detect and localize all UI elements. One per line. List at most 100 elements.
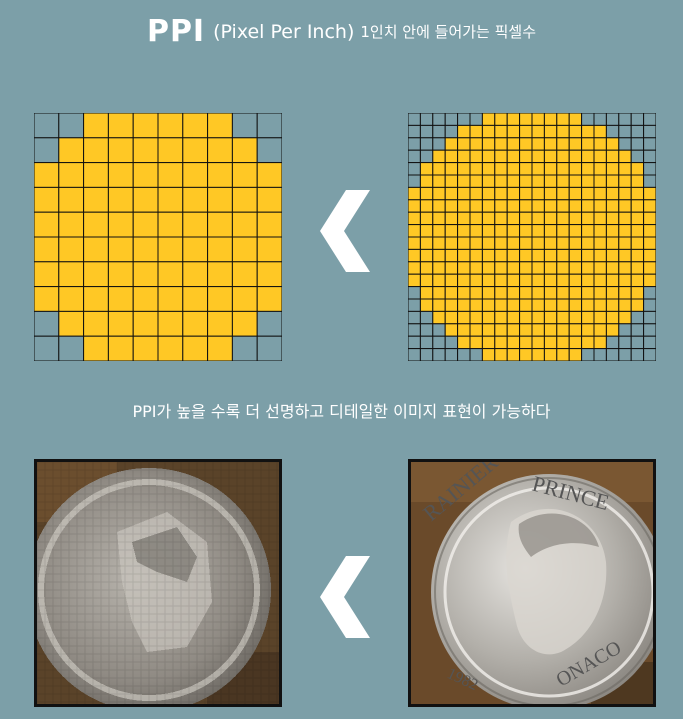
filled-pixel (231, 186, 258, 213)
filled-pixel (457, 174, 471, 188)
empty-pixel (256, 310, 282, 337)
filled-pixel (605, 298, 620, 312)
filled-pixel (543, 248, 558, 263)
filled-pixel (132, 310, 159, 337)
filled-pixel (618, 273, 632, 288)
filled-pixel (605, 323, 620, 337)
filled-pixel (568, 323, 583, 337)
empty-pixel (432, 124, 446, 139)
empty-pixel (643, 286, 656, 300)
filled-pixel (494, 286, 508, 300)
filled-pixel (543, 310, 558, 325)
filled-pixel (107, 186, 134, 213)
filled-pixel (531, 310, 545, 325)
filled-pixel (444, 298, 459, 312)
filled-pixel (519, 174, 533, 188)
empty-pixel (34, 335, 60, 361)
filled-pixel (444, 162, 459, 176)
filled-pixel (630, 298, 645, 312)
filled-pixel (132, 113, 159, 139)
filled-pixel (469, 224, 483, 238)
filled-pixel (593, 261, 607, 275)
filled-pixel (83, 236, 109, 263)
filled-pixel (132, 186, 159, 213)
filled-pixel (207, 310, 233, 337)
filled-pixel (543, 286, 558, 300)
filled-pixel (593, 335, 607, 350)
empty-pixel (419, 323, 434, 337)
filled-pixel (531, 174, 545, 188)
low-ppi-coin-photo (34, 459, 282, 707)
filled-pixel (107, 137, 134, 164)
filled-pixel (581, 211, 595, 226)
filled-pixel (568, 124, 583, 139)
empty-pixel (408, 298, 421, 312)
empty-pixel (643, 137, 656, 151)
empty-pixel (630, 310, 645, 325)
filled-pixel (531, 335, 545, 350)
filled-pixel (531, 261, 545, 275)
filled-pixel (494, 137, 508, 151)
filled-pixel (643, 236, 656, 250)
filled-pixel (531, 348, 545, 361)
filled-pixel (556, 124, 570, 139)
filled-pixel (593, 224, 607, 238)
filled-pixel (494, 113, 508, 126)
filled-pixel (543, 335, 558, 350)
filled-pixel (605, 286, 620, 300)
filled-pixel (419, 236, 434, 250)
filled-pixel (157, 236, 184, 263)
filled-pixel (506, 335, 521, 350)
filled-pixel (630, 224, 645, 238)
filled-pixel (519, 248, 533, 263)
filled-pixel (605, 224, 620, 238)
filled-pixel (643, 186, 656, 201)
filled-pixel (481, 298, 496, 312)
filled-pixel (157, 211, 184, 238)
filled-pixel (494, 348, 508, 361)
filled-pixel (157, 113, 184, 139)
filled-pixel (457, 273, 471, 288)
filled-pixel (444, 186, 459, 201)
filled-pixel (506, 273, 521, 288)
filled-pixel (469, 149, 483, 164)
filled-pixel (568, 298, 583, 312)
filled-pixel (531, 199, 545, 213)
filled-pixel (605, 310, 620, 325)
filled-pixel (556, 298, 570, 312)
filled-pixel (506, 298, 521, 312)
filled-pixel (231, 137, 258, 164)
high-ppi-coin-photo: RAINIER PRINCE 1982 ONACO (408, 459, 656, 707)
chevron-left-icon (320, 190, 370, 272)
filled-pixel (481, 335, 496, 350)
filled-pixel (231, 310, 258, 337)
filled-pixel (481, 211, 496, 226)
filled-pixel (519, 199, 533, 213)
filled-pixel (107, 113, 134, 139)
filled-pixel (469, 261, 483, 275)
filled-pixel (506, 224, 521, 238)
filled-pixel (457, 137, 471, 151)
filled-pixel (58, 261, 85, 288)
filled-pixel (494, 224, 508, 238)
filled-pixel (506, 174, 521, 188)
filled-pixel (618, 310, 632, 325)
filled-pixel (469, 323, 483, 337)
filled-pixel (444, 286, 459, 300)
empty-pixel (408, 323, 421, 337)
filled-pixel (581, 137, 595, 151)
filled-pixel (207, 186, 233, 213)
filled-pixel (531, 224, 545, 238)
empty-pixel (618, 348, 632, 361)
filled-pixel (408, 199, 421, 213)
empty-pixel (643, 162, 656, 176)
filled-pixel (630, 162, 645, 176)
filled-pixel (432, 273, 446, 288)
empty-pixel (432, 323, 446, 337)
filled-pixel (605, 186, 620, 201)
filled-pixel (568, 273, 583, 288)
filled-pixel (457, 286, 471, 300)
filled-pixel (531, 124, 545, 139)
filled-pixel (83, 113, 109, 139)
filled-pixel (618, 236, 632, 250)
